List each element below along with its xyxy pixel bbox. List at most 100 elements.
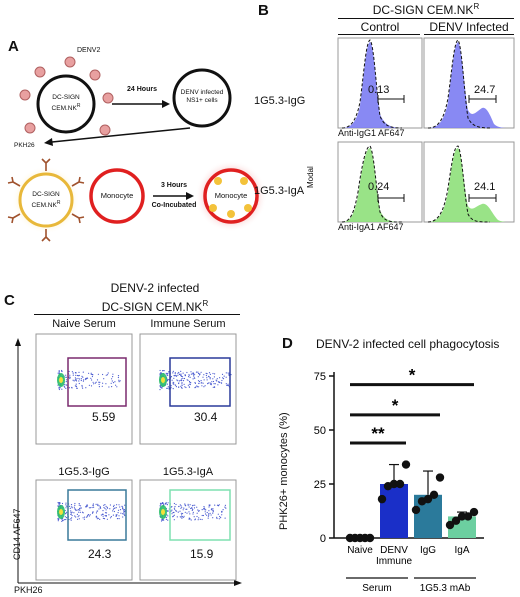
panel-b-col-control: Control [360, 20, 400, 34]
panel-b-histograms [337, 37, 515, 223]
panel-c-letter: C [4, 292, 15, 309]
panel-b-col-rule-2 [424, 34, 514, 35]
dotplot-cloud-naive [57, 369, 121, 391]
x-tick-label: DENV [380, 545, 408, 556]
dotplot-cloud-immune [159, 369, 232, 391]
data-point [457, 512, 467, 521]
panel-b-title-rule [338, 18, 514, 19]
gate-igg [67, 489, 127, 541]
gate-iga [169, 489, 231, 541]
data-point [463, 512, 473, 521]
data-point [411, 505, 421, 515]
arrow2-top-label: 3 Hours [160, 182, 188, 189]
panel-d-letter: D [282, 335, 293, 352]
cell1-label: DC-SIGN CEM.NKR [51, 94, 81, 113]
dotplot-value-naive: 5.59 [92, 410, 116, 424]
data-point [445, 520, 455, 530]
denv2-label: DENV2 [77, 47, 101, 54]
panel-b-title: DC-SIGN CEM.NKR [372, 2, 480, 17]
gate-immune [169, 357, 231, 407]
x-tick-label: IgA [454, 545, 469, 556]
cell3-label: DC-SIGN CEM.NKR [31, 191, 61, 210]
panel-c-title-rule [34, 314, 240, 315]
panel-b-row1-label: 1G5.3-IgG [254, 95, 306, 107]
y-tick-label: 75 [314, 371, 326, 383]
significance-label: * [409, 366, 416, 385]
arrow1-label: 24 Hours [127, 86, 157, 93]
antibody-icons [7, 158, 85, 242]
infected-cell [172, 68, 232, 128]
panel-c-xlabel: PKH26 [14, 585, 43, 595]
dotplot-cloud-igg [57, 502, 126, 522]
x-tick-label: Naive [347, 545, 373, 556]
hist-iga-control-ref [341, 145, 403, 223]
arrow2-bottom-label: Co-Incubated [151, 202, 197, 209]
dotplot-frame-immune [139, 333, 237, 445]
significance-label: * [392, 396, 399, 415]
chart-title: DENV-2 infected cell phagocytosis [316, 337, 500, 351]
dotplot-value-iga: 15.9 [190, 547, 214, 561]
panel-c-label-naive: Naive Serum [52, 318, 116, 330]
y-tick-label: 50 [314, 425, 326, 437]
panel-b-letter: B [258, 2, 269, 19]
pkh26-labeled-cell [18, 172, 74, 228]
hist-igg-control [342, 42, 402, 128]
dotplot-frame-naive [35, 333, 133, 445]
panel-b-col-infected: DENV Infected [429, 20, 509, 34]
virus-particles [19, 56, 114, 136]
panel-a-letter: A [8, 38, 19, 55]
data-point [395, 479, 405, 489]
dotplot-value-igg: 24.3 [88, 547, 112, 561]
data-point [429, 490, 439, 499]
y-tick-label: 0 [320, 533, 326, 545]
monocyte-label: Monocyte [100, 191, 134, 200]
gate-naive [67, 357, 127, 407]
bar [380, 484, 408, 538]
panel-a-schematic [7, 56, 267, 242]
cell2-label: DENV infected NS1+ cells [180, 89, 224, 104]
data-point [469, 507, 479, 517]
panel-b-row1-xlabel: Anti-IgG1 AF647 [338, 128, 405, 138]
panel-c-label-iga: 1G5.3-IgA [162, 466, 214, 478]
dotplot-frame-igg [35, 479, 133, 581]
group-label-serum: Serum [362, 583, 391, 594]
data-point [389, 479, 399, 489]
group-label-mab: 1G5.3 mAb [420, 583, 471, 594]
hist-iga-control [342, 148, 402, 222]
significance-label: ** [371, 424, 385, 443]
chart-ylabel: PHK26+ monocytes (%) [278, 412, 290, 530]
hist-gates [377, 95, 497, 202]
data-point [401, 460, 411, 469]
panel-b-row2-label: 1G5.3-IgA [254, 185, 305, 197]
panel-c-label-immune: Immune Serum [150, 318, 226, 330]
dotplot-cloud-iga [159, 502, 227, 522]
monocyte2-label: Monocyte [214, 191, 248, 200]
data-point [423, 494, 433, 504]
hist-value-iga-infected: 24.1 [474, 181, 496, 193]
panel-b-col-rule-1 [338, 34, 420, 35]
panel-b-row2-xlabel: Anti-IgA1 AF647 [338, 222, 404, 232]
hist-value-igg-infected: 24.7 [474, 84, 496, 96]
hist-igg-control-ref [341, 39, 403, 129]
panel-c-label-igg: 1G5.3-IgG [58, 466, 110, 478]
hist-iga-infected [428, 148, 510, 222]
data-point [365, 533, 375, 543]
dotplot-frame-iga [139, 479, 237, 581]
arrow-to-labeled-cell [51, 127, 191, 143]
x-tick-label: Immune [376, 556, 413, 567]
x-tick-label: IgG [420, 545, 436, 556]
y-tick-label: 25 [314, 479, 326, 491]
monocyte-cell [89, 168, 145, 224]
pkh26-label: PKH26 [14, 142, 35, 149]
dotplot-value-immune: 30.4 [194, 410, 218, 424]
panel-c-title: DENV-2 infected DC-SIGN CEM.NKR [101, 281, 209, 314]
panel-c-dotplots [15, 333, 242, 586]
hist-igg-infected [428, 42, 510, 128]
data-point [451, 516, 461, 525]
hist-value-igg-control: 0.13 [368, 84, 390, 96]
hist-iga-infected-ref [427, 145, 491, 223]
hist-value-iga-control: 0.24 [368, 181, 390, 193]
cem-nk-cell [36, 74, 96, 134]
data-point [377, 494, 387, 504]
